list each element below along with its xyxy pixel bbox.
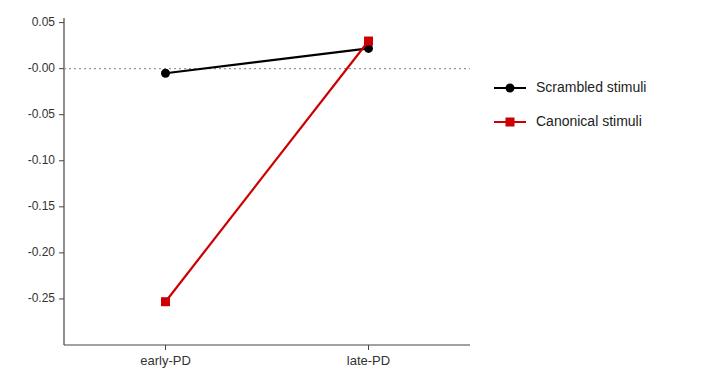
x-tick: [368, 345, 369, 350]
y-tick: [59, 114, 64, 115]
x-tick-label: early-PD: [140, 353, 191, 368]
point: [364, 37, 373, 46]
legend-marker: [506, 84, 515, 93]
point: [161, 297, 170, 306]
y-tick: [59, 22, 64, 23]
y-tick-label: -0.25: [28, 291, 56, 305]
plot-area: [64, 37, 470, 307]
series: [161, 44, 373, 78]
y-tick: [59, 298, 64, 299]
x-axis-line: [64, 344, 470, 345]
y-tick: [59, 252, 64, 253]
reference-line: [64, 68, 470, 69]
y-tick: [59, 206, 64, 207]
y-tick-label: -0.05: [28, 107, 56, 121]
legend-label: Canonical stimuli: [536, 113, 642, 129]
y-tick-label: -0.20: [28, 245, 56, 259]
legend-label: Scrambled stimuli: [536, 79, 646, 95]
legend-marker: [506, 118, 515, 127]
y-tick: [59, 68, 64, 69]
series: [161, 37, 373, 307]
x-tick-label: late-PD: [347, 353, 390, 368]
point: [161, 69, 170, 78]
y-tick-label: -0.10: [28, 153, 56, 167]
y-tick-label: -0.00: [28, 61, 56, 75]
chart-svg: 0.05 -0.00 -0.05 -0.10 -0.15 -0.20 -0.25 early-…: [0, 0, 722, 389]
legend: Scrambled stimuli Canonical stimuli: [494, 79, 646, 129]
axes: 0.05 -0.00 -0.05 -0.10 -0.15 -0.20 -0.25 early-…: [28, 15, 470, 368]
y-tick: [59, 160, 64, 161]
series-line: [166, 48, 369, 73]
x-tick: [165, 345, 166, 350]
y-axis-line: [63, 18, 64, 345]
chart-container: 0.05 -0.00 -0.05 -0.10 -0.15 -0.20 -0.25 early-…: [0, 0, 722, 389]
series-line: [166, 41, 369, 302]
y-tick-label: -0.15: [28, 199, 56, 213]
y-tick-label: 0.05: [32, 15, 56, 29]
page: {"chart_data": {"type": "line", "categor…: [0, 0, 722, 389]
